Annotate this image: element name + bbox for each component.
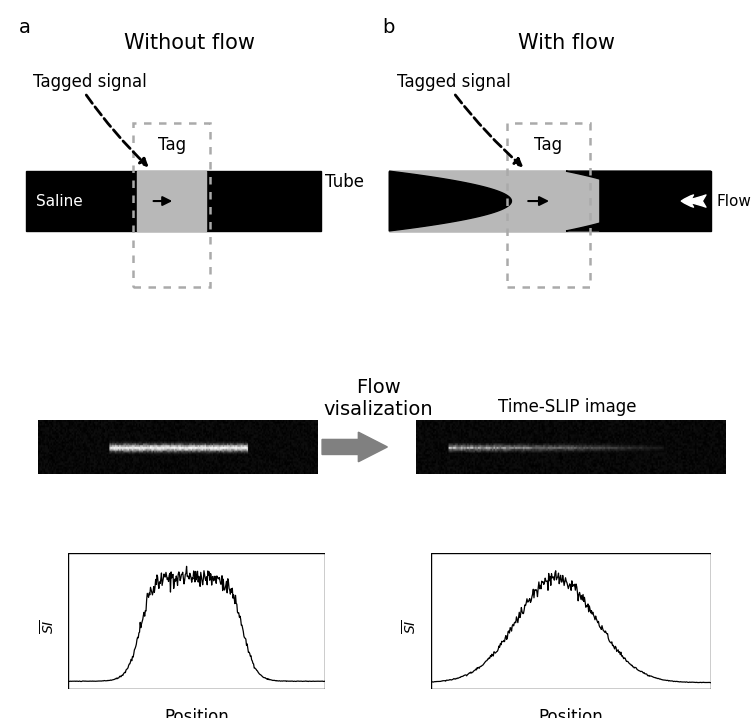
- Text: a: a: [19, 18, 30, 37]
- Bar: [389, 171, 598, 231]
- Polygon shape: [566, 171, 711, 231]
- Bar: [26, 171, 321, 231]
- Bar: [389, 171, 711, 231]
- FancyArrow shape: [322, 432, 387, 462]
- Text: Position: Position: [538, 708, 603, 718]
- Bar: [137, 171, 206, 231]
- Text: $\overline{SI}$: $\overline{SI}$: [39, 619, 57, 634]
- Text: Flow
visalization: Flow visalization: [323, 378, 433, 419]
- Text: Saline: Saline: [36, 194, 82, 208]
- Text: $\overline{SI}$: $\overline{SI}$: [401, 619, 420, 634]
- Text: With flow: With flow: [519, 33, 615, 53]
- Text: Tagged signal: Tagged signal: [33, 73, 146, 90]
- Bar: [133, 123, 210, 287]
- Text: b: b: [382, 18, 394, 37]
- Text: Tag: Tag: [157, 136, 186, 154]
- Text: Time-SLIP image: Time-SLIP image: [497, 398, 637, 416]
- Bar: [507, 123, 590, 287]
- Text: Tag: Tag: [534, 136, 562, 154]
- Text: Tube: Tube: [324, 173, 364, 192]
- Text: Position: Position: [164, 708, 229, 718]
- Text: Tagged signal: Tagged signal: [397, 73, 510, 90]
- Text: Flow: Flow: [717, 194, 751, 208]
- Polygon shape: [389, 171, 511, 231]
- Text: Without flow: Without flow: [123, 33, 255, 53]
